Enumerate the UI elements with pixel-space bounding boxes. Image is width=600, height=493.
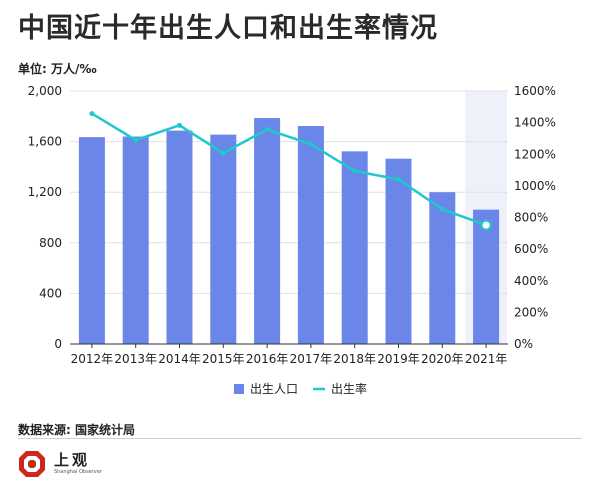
bar [78, 137, 105, 344]
bar [385, 158, 412, 344]
logo-text-en: Shanghai Observer [54, 469, 102, 475]
birth-rate-point [308, 141, 314, 147]
y-left-tick-label: 1,200 [28, 185, 62, 199]
bar [473, 209, 500, 344]
y-right-tick-label: 1000% [514, 179, 556, 193]
birth-rate-point [439, 206, 445, 212]
logo-icon [19, 451, 45, 477]
bar [297, 126, 324, 344]
legend-label-rate: 出生率 [331, 381, 367, 396]
page-title: 中国近十年出生人口和出生率情况 [18, 13, 438, 44]
y-right-tick-label: 1200% [514, 147, 556, 161]
bar [254, 118, 281, 344]
x-tick-label: 2014年 [158, 352, 201, 366]
y-left-tick-label: 400 [39, 286, 62, 300]
unit-label: 单位: 万人/‰ [18, 62, 97, 76]
logo: 上观 Shanghai Observer [18, 450, 102, 478]
legend-label-births: 出生人口 [250, 382, 298, 396]
birth-rate-point [264, 126, 270, 132]
birth-rate-point [352, 168, 358, 174]
combo-chart: 0 400 800 1,200 1,600 2,000 0% 200% 400% 600% 800%… [28, 84, 556, 396]
source-label: 数据来源: 国家统计局 [18, 423, 135, 437]
birth-rate-line [91, 112, 487, 227]
y-left-tick-label: 2,000 [28, 84, 62, 98]
y-left-tick-label: 1,600 [28, 135, 62, 149]
bar [122, 136, 149, 344]
x-tick-label: 2021年 [465, 352, 508, 366]
birth-rate-point [396, 176, 401, 182]
y-right-tick-label: 400% [514, 274, 548, 288]
birth-rate-point [220, 150, 226, 156]
x-tick-label: 2020年 [421, 352, 464, 366]
x-tick-label: 2019年 [377, 352, 420, 366]
y-right-tick-label: 1400% [514, 116, 556, 130]
bar [210, 134, 237, 344]
birth-rate-point [480, 219, 492, 231]
y-right-tick-label: 600% [514, 242, 548, 256]
x-tick-label: 2015年 [202, 352, 245, 366]
y-right-tick-label: 0% [514, 337, 533, 351]
y-right-tick-label: 1600% [514, 84, 556, 98]
logo-text-cn: 上观 [54, 451, 91, 469]
x-tick-label: 2017年 [290, 352, 333, 366]
legend-swatch-births [234, 384, 244, 394]
bar [166, 130, 193, 344]
y-left-tick-label: 0 [54, 337, 62, 351]
birth-rate-point [133, 137, 139, 143]
divider [18, 438, 582, 439]
birth-rate-point [89, 111, 95, 117]
y-right-tick-label: 800% [514, 211, 548, 225]
x-tick-label: 2016年 [246, 352, 289, 366]
bar [429, 192, 456, 344]
x-tick-label: 2018年 [333, 352, 376, 366]
birth-rate-point [177, 122, 182, 128]
x-tick-label: 2012年 [71, 352, 114, 366]
x-tick-label: 2013年 [114, 352, 157, 366]
bar [341, 151, 368, 344]
y-right-tick-label: 200% [514, 305, 548, 319]
y-left-tick-label: 800 [39, 236, 62, 250]
